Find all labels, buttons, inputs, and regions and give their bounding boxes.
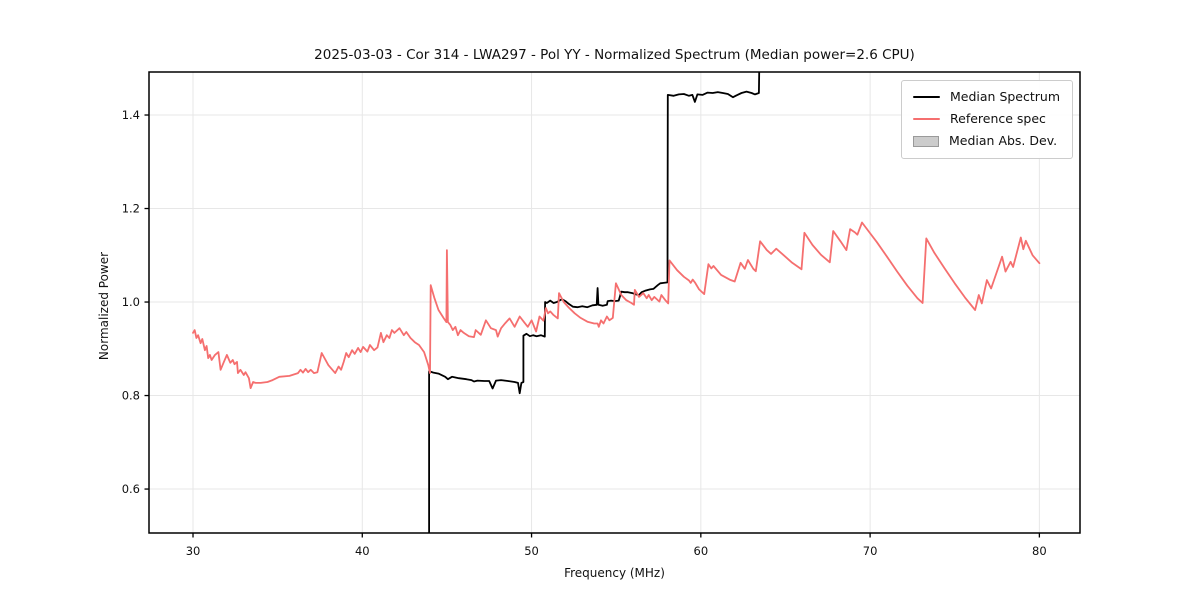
legend-label: Median Abs. Dev. <box>949 133 1058 148</box>
legend-item-reference-spec: Reference spec <box>902 108 1072 130</box>
series-median-spectrum <box>428 72 761 533</box>
y-tick-label: 1.2 <box>122 202 140 216</box>
reference-spec-line-swatch <box>913 117 940 121</box>
legend-label: Median Spectrum <box>950 89 1061 104</box>
x-tick-label: 60 <box>694 544 709 558</box>
y-tick-label: 0.6 <box>122 482 140 496</box>
y-tick-label: 1.0 <box>122 295 140 309</box>
median-spectrum-line-swatch <box>913 95 940 99</box>
y-tick-label: 0.8 <box>122 389 140 403</box>
x-tick-label: 70 <box>863 544 878 558</box>
x-axis-label: Frequency (MHz) <box>564 566 665 580</box>
legend-item-median-abs-dev: Median Abs. Dev. <box>902 130 1072 152</box>
y-tick-label: 1.4 <box>122 108 140 122</box>
series-reference-spec <box>192 221 1041 390</box>
x-tick-label: 30 <box>186 544 201 558</box>
median-abs-dev-patch-swatch <box>913 135 939 147</box>
x-tick-label: 80 <box>1032 544 1047 558</box>
x-tick-label: 50 <box>524 544 539 558</box>
legend: Median Spectrum Reference spec Median Ab… <box>901 80 1073 159</box>
chart-title: 2025-03-03 - Cor 314 - LWA297 - Pol YY -… <box>314 47 915 63</box>
x-tick-label: 40 <box>355 544 370 558</box>
legend-label: Reference spec <box>950 111 1046 126</box>
legend-item-median-spectrum: Median Spectrum <box>902 86 1072 108</box>
